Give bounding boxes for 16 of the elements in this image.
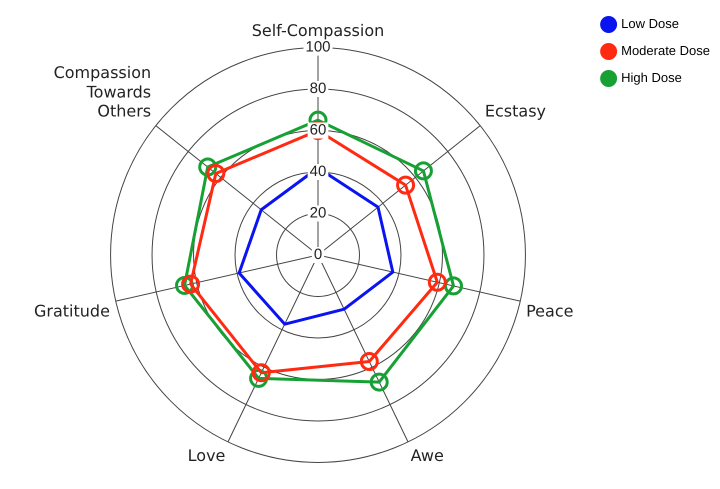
spoke-label: Compassion Towards Others bbox=[54, 63, 152, 120]
spoke-label: Gratitude bbox=[34, 301, 110, 320]
spoke-label: Peace bbox=[526, 301, 574, 320]
legend-label: Moderate Dose bbox=[621, 43, 710, 58]
spoke-label: Love bbox=[188, 446, 226, 466]
y-tick-label: 20 bbox=[310, 204, 326, 222]
spoke-label: Self-Compassion bbox=[252, 21, 384, 40]
y-tick-label: 40 bbox=[310, 163, 326, 180]
spoke-label: Ecstasy bbox=[484, 101, 546, 120]
y-tick-label: 60 bbox=[310, 122, 326, 139]
spoke-label: Awe bbox=[410, 446, 444, 466]
y-tick-label: 0 bbox=[314, 246, 322, 264]
legend-label: Low Dose bbox=[621, 16, 679, 32]
y-tick-label: 100 bbox=[305, 38, 331, 56]
y-tick-label: 80 bbox=[310, 80, 326, 98]
legend-label: High Dose bbox=[621, 70, 682, 86]
